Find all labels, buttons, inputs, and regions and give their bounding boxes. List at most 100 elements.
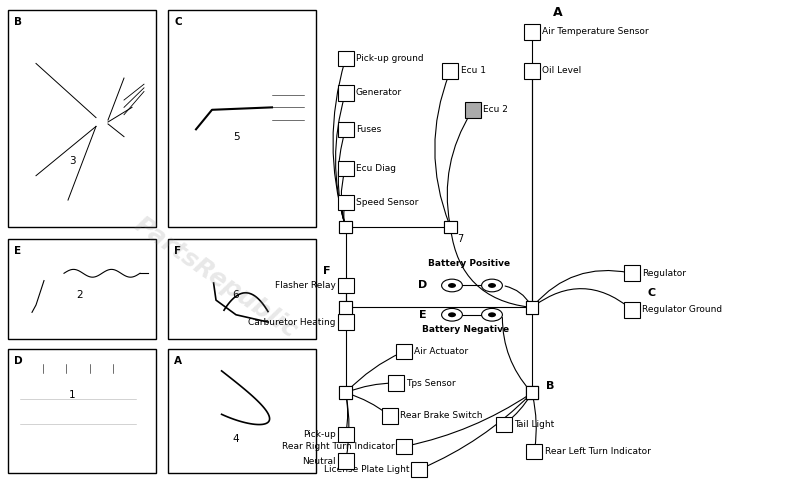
Bar <box>338 51 354 66</box>
FancyBboxPatch shape <box>254 445 282 463</box>
Text: Generator: Generator <box>356 88 402 97</box>
Bar <box>526 386 538 399</box>
Text: B: B <box>546 381 554 390</box>
Bar <box>84 118 108 127</box>
Bar <box>526 301 538 314</box>
Text: E: E <box>14 246 22 256</box>
Circle shape <box>28 312 36 317</box>
Bar <box>526 386 538 399</box>
Text: Oil Level: Oil Level <box>542 66 582 75</box>
Text: Carburetor Heating: Carburetor Heating <box>249 318 336 326</box>
Text: Battery Positive: Battery Positive <box>428 259 510 268</box>
Bar <box>524 63 540 79</box>
Text: 3: 3 <box>69 156 75 166</box>
Bar <box>526 301 538 314</box>
Circle shape <box>482 279 502 292</box>
Bar <box>524 24 540 40</box>
Bar <box>338 427 354 442</box>
Bar <box>396 344 412 359</box>
Circle shape <box>56 193 80 207</box>
Text: Neutral: Neutral <box>302 457 336 466</box>
Text: Rear Right Turn Indicator: Rear Right Turn Indicator <box>282 442 394 451</box>
Bar <box>8 349 156 473</box>
Text: Ecu 1: Ecu 1 <box>461 66 486 75</box>
FancyBboxPatch shape <box>22 42 50 65</box>
Text: Speed Sensor: Speed Sensor <box>356 198 418 207</box>
Circle shape <box>442 308 462 321</box>
Text: A: A <box>553 6 562 19</box>
Bar <box>36 358 46 364</box>
Bar <box>338 122 354 137</box>
Text: F: F <box>174 246 182 256</box>
Text: Ecu Diag: Ecu Diag <box>356 164 396 173</box>
Text: B: B <box>14 17 22 27</box>
Bar <box>465 102 481 118</box>
Text: F: F <box>322 266 330 276</box>
Text: C: C <box>174 17 182 27</box>
Text: 6: 6 <box>233 290 239 300</box>
Bar <box>8 10 156 227</box>
Bar <box>272 83 304 132</box>
Circle shape <box>488 283 496 288</box>
Bar <box>306 102 315 116</box>
Bar <box>526 444 542 459</box>
Bar <box>338 453 354 469</box>
Circle shape <box>22 167 50 184</box>
Bar <box>411 462 427 477</box>
Text: Regulator Ground: Regulator Ground <box>642 305 722 314</box>
Bar <box>44 264 64 281</box>
Text: Tps Sensor: Tps Sensor <box>406 379 456 387</box>
Text: C: C <box>648 288 656 298</box>
Text: Flasher Relay: Flasher Relay <box>275 281 336 290</box>
Text: 7: 7 <box>458 234 464 244</box>
Text: Rear Left Turn Indicator: Rear Left Turn Indicator <box>545 447 650 456</box>
Text: Fuses: Fuses <box>356 125 382 134</box>
Text: D: D <box>14 356 23 366</box>
Bar <box>442 63 458 79</box>
Bar <box>444 221 457 233</box>
Bar <box>168 349 316 473</box>
Bar <box>496 417 512 432</box>
Bar <box>339 221 352 233</box>
Text: Rear Brake Switch: Rear Brake Switch <box>400 411 482 420</box>
Text: D: D <box>418 281 427 290</box>
Bar <box>624 302 640 318</box>
Circle shape <box>448 312 456 317</box>
Text: Pick-up: Pick-up <box>303 430 336 439</box>
Circle shape <box>488 312 496 317</box>
Text: Air Temperature Sensor: Air Temperature Sensor <box>542 27 649 36</box>
Bar <box>339 301 352 314</box>
Bar <box>20 373 136 449</box>
FancyBboxPatch shape <box>193 254 235 285</box>
Bar <box>168 10 316 227</box>
Bar <box>20 364 136 373</box>
Text: Air Actuator: Air Actuator <box>414 347 469 356</box>
Text: License Plate Light: License Plate Light <box>324 465 410 474</box>
Text: E: E <box>418 310 426 320</box>
Bar <box>8 239 156 339</box>
Bar <box>339 221 352 233</box>
Text: Battery Negative: Battery Negative <box>422 325 510 334</box>
Bar <box>388 375 404 391</box>
Text: A: A <box>174 356 182 366</box>
Text: 5: 5 <box>233 132 239 142</box>
Bar <box>338 161 354 176</box>
Bar <box>396 439 412 454</box>
Bar <box>382 408 398 424</box>
Bar <box>52 358 62 364</box>
Circle shape <box>482 308 502 321</box>
Bar <box>624 265 640 281</box>
FancyBboxPatch shape <box>210 356 234 370</box>
Circle shape <box>210 78 219 83</box>
Bar <box>338 195 354 210</box>
Bar <box>338 85 354 101</box>
Bar <box>526 386 538 399</box>
Bar <box>168 239 316 339</box>
Bar <box>306 118 315 132</box>
Text: Tail Light: Tail Light <box>514 420 554 429</box>
Bar <box>338 314 354 330</box>
Text: PartsRepublic: PartsRepublic <box>130 213 302 344</box>
Circle shape <box>442 279 462 292</box>
Text: 1: 1 <box>69 390 75 400</box>
Text: Pick-up ground: Pick-up ground <box>356 54 424 63</box>
